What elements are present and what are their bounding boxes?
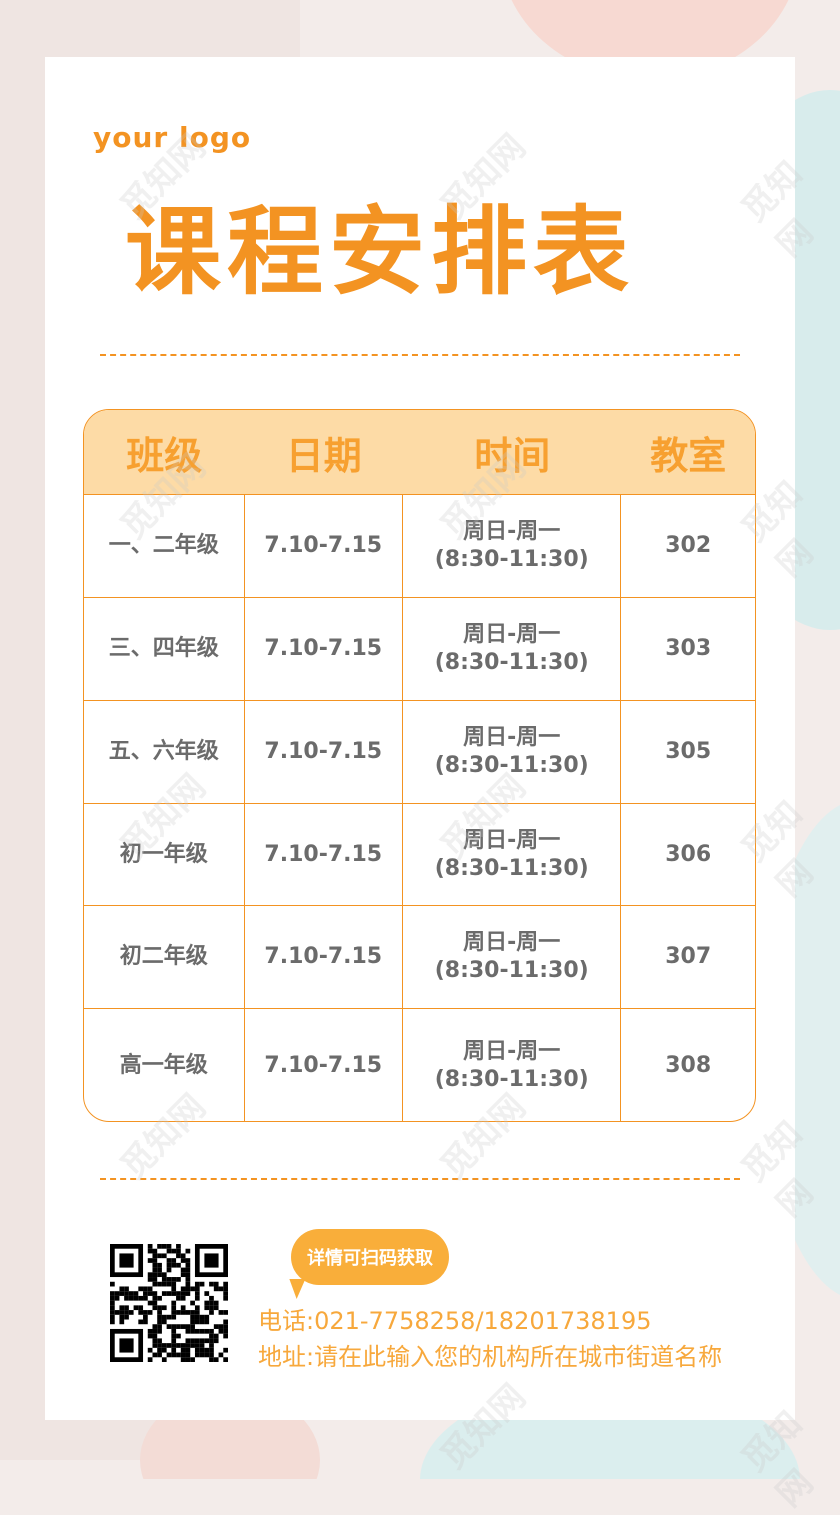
date-cell: 7.10-7.15: [245, 495, 404, 597]
page-title: 课程安排表: [125, 196, 635, 308]
time-days: 周日-周一: [463, 519, 561, 544]
date-cell: 7.10-7.15: [245, 598, 404, 700]
column-header: 教室: [650, 433, 727, 478]
table-header: 班级 日期 时间 教室: [84, 410, 755, 495]
divider: [100, 1178, 740, 1180]
grade-cell: 初二年级: [84, 906, 245, 1008]
column-header: 时间: [474, 433, 551, 478]
time-days: 周日-周一: [463, 930, 561, 955]
grade-cell: 三、四年级: [84, 598, 245, 700]
time-cell: 周日-周一 (8:30-11:30): [403, 598, 622, 700]
time-cell: 周日-周一 (8:30-11:30): [403, 804, 622, 905]
time-cell: 周日-周一 (8:30-11:30): [403, 495, 622, 597]
date-cell: 7.10-7.15: [245, 701, 404, 803]
scan-hint-bubble: 详情可扫码获取: [291, 1229, 449, 1285]
date-cell: 7.10-7.15: [245, 906, 404, 1008]
table-row: 初一年级 7.10-7.15 周日-周一 (8:30-11:30) 306: [84, 804, 755, 906]
room-cell: 308: [665, 1053, 712, 1078]
column-header: 日期: [285, 433, 362, 478]
table-row: 三、四年级 7.10-7.15 周日-周一 (8:30-11:30) 303: [84, 598, 755, 701]
time-hours: (8:30-11:30): [434, 958, 589, 983]
time-days: 周日-周一: [463, 827, 561, 853]
table-row: 五、六年级 7.10-7.15 周日-周一 (8:30-11:30) 305: [84, 701, 755, 804]
time-cell: 周日-周一 (8:30-11:30): [403, 1009, 622, 1121]
date-cell: 7.10-7.15: [245, 1009, 404, 1121]
qr-code-icon: [110, 1244, 228, 1362]
logo: your logo: [93, 121, 252, 154]
date-cell: 7.10-7.15: [245, 804, 404, 905]
time-days: 周日-周一: [463, 622, 561, 647]
room-cell: 306: [665, 841, 712, 867]
room-cell: 307: [665, 944, 712, 969]
table-row: 一、二年级 7.10-7.15 周日-周一 (8:30-11:30) 302: [84, 495, 755, 598]
time-hours: (8:30-11:30): [434, 650, 589, 675]
time-days: 周日-周一: [463, 725, 561, 750]
schedule-card: your logo 课程安排表 班级 日期 时间 教室 一、二年级 7.10-7…: [45, 57, 795, 1420]
grade-cell: 一、二年级: [84, 495, 245, 597]
divider: [100, 354, 740, 356]
phone-text: 电话:021-7758258/18201738195: [258, 1307, 652, 1335]
room-cell: 302: [665, 533, 712, 558]
column-header: 班级: [126, 433, 203, 478]
time-hours: (8:30-11:30): [434, 753, 589, 778]
address-text: 地址:请在此输入您的机构所在城市街道名称: [258, 1343, 723, 1371]
time-hours: (8:30-11:30): [434, 1067, 589, 1092]
room-cell: 303: [665, 636, 712, 661]
room-cell: 305: [665, 739, 712, 764]
grade-cell: 五、六年级: [84, 701, 245, 803]
table-row: 高一年级 7.10-7.15 周日-周一 (8:30-11:30) 308: [84, 1009, 755, 1121]
time-hours: (8:30-11:30): [434, 547, 589, 572]
time-cell: 周日-周一 (8:30-11:30): [403, 906, 622, 1008]
schedule-table: 班级 日期 时间 教室 一、二年级 7.10-7.15 周日-周一 (8:30-1…: [83, 409, 756, 1122]
grade-cell: 初一年级: [84, 804, 245, 905]
grade-cell: 高一年级: [84, 1009, 245, 1121]
time-days: 周日-周一: [463, 1039, 561, 1064]
time-cell: 周日-周一 (8:30-11:30): [403, 701, 622, 803]
table-row: 初二年级 7.10-7.15 周日-周一 (8:30-11:30) 307: [84, 906, 755, 1009]
time-hours: (8:30-11:30): [434, 855, 589, 881]
